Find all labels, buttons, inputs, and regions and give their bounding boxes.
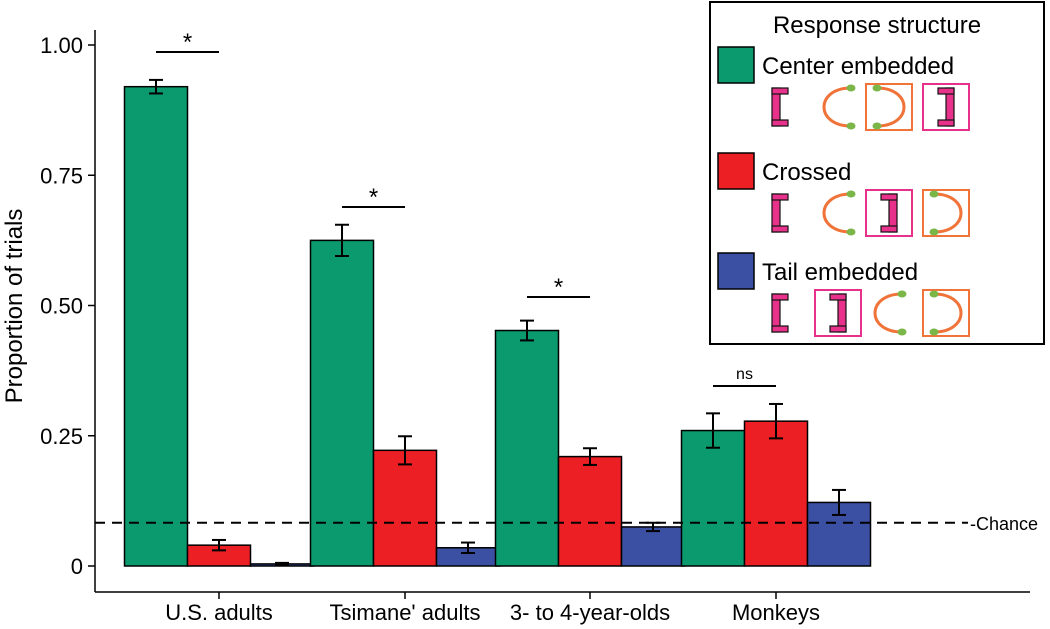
- bars: [123, 85, 872, 567]
- significance-markers: * * * ns: [156, 29, 776, 387]
- axes: 0 0.25 0.50 0.75 1.00 Proportion of trials U.S…: [1, 30, 1030, 625]
- significance-marker: *: [527, 274, 590, 301]
- legend: Response structure Center embedded Crossed…: [709, 1, 1045, 345]
- legend-label: Tail embedded: [762, 259, 918, 286]
- y-axis-label: Proportion of trials: [1, 209, 28, 404]
- error-bar: [520, 319, 534, 342]
- significance-label: *: [369, 184, 378, 211]
- error-bar: [461, 541, 475, 554]
- significance-label: *: [554, 274, 563, 301]
- response-sequence-icon: [771, 189, 970, 237]
- bar: [372, 449, 438, 567]
- y-tick-label: 0.25: [40, 424, 83, 449]
- error-bar: [706, 412, 720, 449]
- legend-entry: Tail embedded: [717, 252, 970, 337]
- legend-title: Response structure: [773, 12, 981, 39]
- x-tick-label: U.S. adults: [165, 600, 273, 625]
- bar: [494, 329, 560, 567]
- bar: [309, 239, 375, 567]
- response-sequence-icon: [771, 83, 970, 131]
- error-bar: [275, 561, 289, 566]
- chance-line: -Chance: [95, 514, 1038, 534]
- legend-box: [709, 1, 1045, 345]
- significance-marker: *: [342, 184, 405, 211]
- significance-marker: *: [156, 29, 219, 56]
- significance-label: *: [183, 29, 192, 56]
- bar: [123, 85, 189, 567]
- error-bar: [212, 538, 226, 552]
- legend-label: Crossed: [762, 159, 851, 186]
- legend-entry: Crossed: [717, 152, 970, 237]
- response-sequence-icon: [771, 289, 970, 337]
- bar: [743, 420, 809, 567]
- chance-label: -Chance: [970, 514, 1038, 534]
- legend-swatch: [717, 152, 755, 190]
- significance-label: ns: [736, 366, 753, 383]
- error-bar: [398, 435, 412, 466]
- x-tick-label: Tsimane' adults: [330, 600, 481, 625]
- error-bar: [335, 223, 349, 258]
- error-bar: [583, 447, 597, 466]
- error-bar: [832, 488, 846, 516]
- significance-marker: ns: [713, 366, 776, 387]
- error-bars: [149, 78, 846, 566]
- legend-swatch: [717, 252, 755, 290]
- error-bar: [149, 78, 163, 95]
- legend-swatch: [717, 46, 755, 84]
- bar: [680, 429, 746, 567]
- x-tick-label: 3- to 4-year-olds: [510, 600, 670, 625]
- bar: [557, 455, 623, 567]
- x-tick-label: Monkeys: [732, 600, 820, 625]
- y-tick-label: 1.00: [40, 33, 83, 58]
- y-tick-label: 0: [71, 554, 83, 579]
- legend-label: Center embedded: [762, 53, 954, 80]
- y-tick-label: 0.75: [40, 163, 83, 188]
- error-bar: [769, 402, 783, 440]
- legend-entry: Center embedded: [717, 46, 970, 131]
- bar: [620, 526, 686, 567]
- y-tick-label: 0.50: [40, 294, 83, 319]
